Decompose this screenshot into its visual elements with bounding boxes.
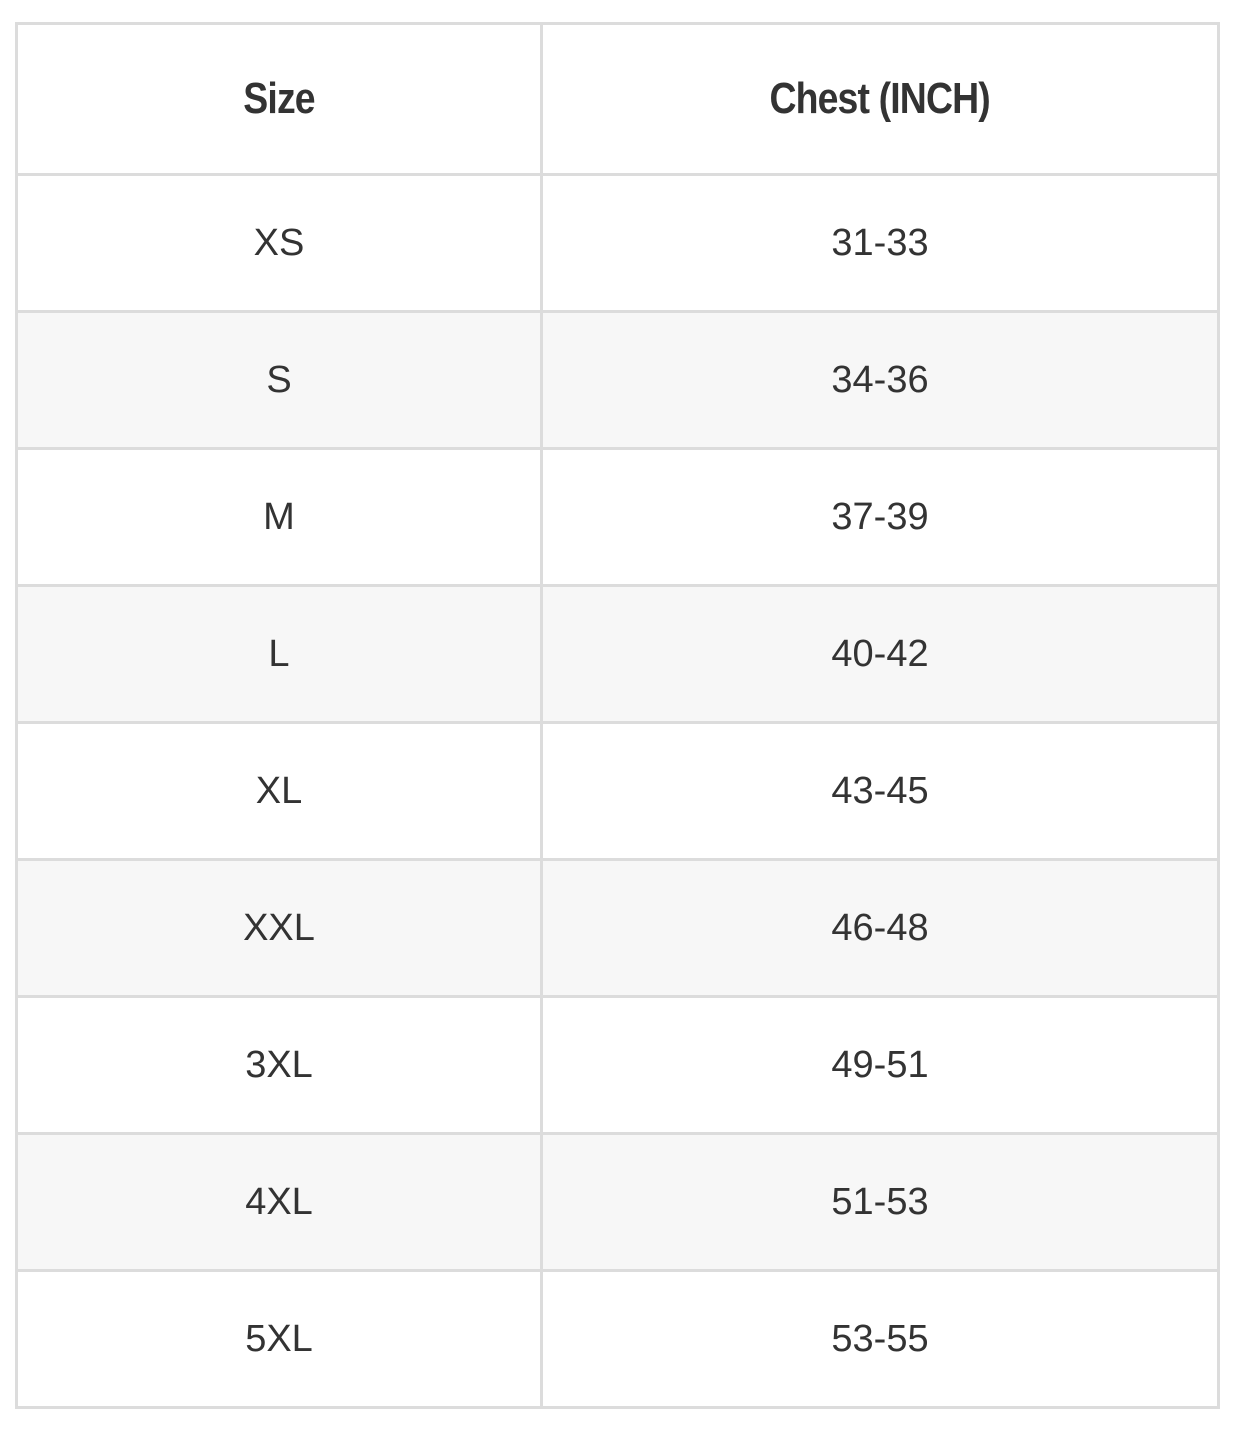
chest-cell: 34-36 — [540, 310, 1220, 450]
table-row: 3XL 49-51 — [15, 995, 1220, 1135]
table-row: M 37-39 — [15, 447, 1220, 587]
table-row: XL 43-45 — [15, 721, 1220, 861]
size-cell: XXL — [15, 858, 543, 998]
chest-cell: 46-48 — [540, 858, 1220, 998]
chest-cell: 53-55 — [540, 1269, 1220, 1409]
table-row: S 34-36 — [15, 310, 1220, 450]
chest-cell: 43-45 — [540, 721, 1220, 861]
table-row: 5XL 53-55 — [15, 1269, 1220, 1409]
header-text: Size — [243, 74, 315, 123]
chest-cell: 31-33 — [540, 173, 1220, 313]
table-row: XS 31-33 — [15, 173, 1220, 313]
header-row: Size Chest (INCH) — [15, 22, 1220, 176]
chest-cell: 49-51 — [540, 995, 1220, 1135]
header-cell: Size — [15, 22, 543, 176]
size-cell: 4XL — [15, 1132, 543, 1272]
size-cell: L — [15, 584, 543, 724]
chest-cell: 37-39 — [540, 447, 1220, 587]
size-cell: XL — [15, 721, 543, 861]
chest-cell: 51-53 — [540, 1132, 1220, 1272]
header-cell: Chest (INCH) — [540, 22, 1220, 176]
size-cell: M — [15, 447, 543, 587]
table-row: L 40-42 — [15, 584, 1220, 724]
size-cell: 3XL — [15, 995, 543, 1135]
table-row: XXL 46-48 — [15, 858, 1220, 998]
size-cell: 5XL — [15, 1269, 543, 1409]
header-text: Chest (INCH) — [769, 74, 991, 123]
size-table: Size Chest (INCH) XS 31-33 S 34-36 M 37-39 L 40… — [15, 22, 1220, 1409]
size-cell: XS — [15, 173, 543, 313]
chest-cell: 40-42 — [540, 584, 1220, 724]
size-cell: S — [15, 310, 543, 450]
table-row: 4XL 51-53 — [15, 1132, 1220, 1272]
